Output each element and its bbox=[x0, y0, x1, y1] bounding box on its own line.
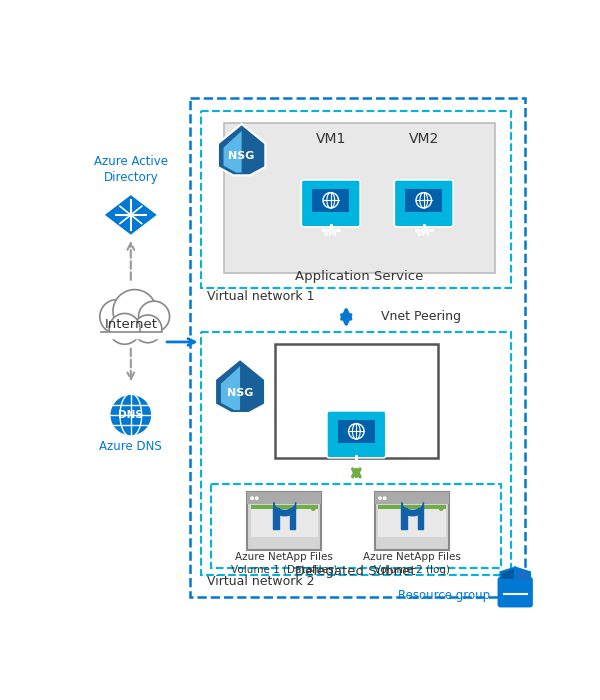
Bar bbox=[379, 505, 446, 509]
Bar bbox=[202, 111, 511, 288]
Polygon shape bbox=[515, 568, 530, 580]
Polygon shape bbox=[103, 193, 159, 237]
Bar bbox=[376, 493, 449, 504]
Circle shape bbox=[378, 496, 382, 500]
Bar bbox=[405, 189, 442, 212]
Text: Resource group: Resource group bbox=[398, 589, 490, 602]
Text: Delegated Subnet: Delegated Subnet bbox=[295, 566, 416, 578]
Circle shape bbox=[139, 301, 170, 332]
Text: Azure DNS: Azure DNS bbox=[100, 440, 162, 453]
FancyBboxPatch shape bbox=[327, 411, 386, 458]
Circle shape bbox=[255, 496, 259, 500]
Bar bbox=[376, 493, 449, 550]
Circle shape bbox=[100, 300, 134, 333]
Text: Virtual network 1: Virtual network 1 bbox=[207, 290, 314, 303]
FancyBboxPatch shape bbox=[499, 578, 532, 606]
Text: VM: VM bbox=[349, 461, 364, 469]
Circle shape bbox=[439, 506, 443, 511]
Circle shape bbox=[250, 496, 254, 500]
Bar bbox=[251, 505, 318, 509]
Circle shape bbox=[109, 393, 152, 437]
Circle shape bbox=[109, 314, 140, 344]
Bar bbox=[224, 122, 495, 272]
Circle shape bbox=[113, 290, 157, 332]
Polygon shape bbox=[218, 124, 265, 175]
Text: VM1: VM1 bbox=[316, 132, 346, 146]
Bar bbox=[247, 493, 321, 504]
Text: VM: VM bbox=[416, 230, 431, 238]
Polygon shape bbox=[500, 568, 515, 580]
Text: Azure NetApp Files
Volume 2 (log): Azure NetApp Files Volume 2 (log) bbox=[363, 552, 461, 575]
Text: Virtual network 2: Virtual network 2 bbox=[207, 575, 314, 588]
Text: VM2: VM2 bbox=[409, 132, 439, 146]
Bar bbox=[190, 98, 524, 597]
Bar bbox=[338, 420, 375, 443]
Bar bbox=[275, 344, 438, 458]
Circle shape bbox=[383, 496, 386, 500]
FancyBboxPatch shape bbox=[301, 180, 360, 227]
FancyBboxPatch shape bbox=[394, 180, 453, 227]
Text: NSG: NSG bbox=[229, 151, 255, 162]
Text: Azure Active
Directory: Azure Active Directory bbox=[94, 155, 168, 184]
Bar bbox=[211, 484, 501, 568]
Bar bbox=[251, 505, 318, 537]
Bar bbox=[379, 505, 446, 537]
Text: VM: VM bbox=[323, 230, 338, 238]
Bar bbox=[312, 189, 349, 212]
Circle shape bbox=[311, 506, 316, 511]
Text: Vnet Peering: Vnet Peering bbox=[381, 310, 461, 323]
Circle shape bbox=[134, 315, 162, 343]
Text: Oracle
Database VM: Oracle Database VM bbox=[310, 355, 403, 387]
Text: DNS: DNS bbox=[118, 410, 143, 420]
Polygon shape bbox=[221, 366, 240, 410]
Text: Internet: Internet bbox=[104, 318, 157, 330]
Polygon shape bbox=[223, 131, 242, 172]
Bar bbox=[247, 493, 321, 550]
Text: Azure NetApp Files
Volume 1 (Datafiles): Azure NetApp Files Volume 1 (Datafiles) bbox=[231, 552, 337, 575]
Text: NSG: NSG bbox=[227, 388, 253, 398]
Bar bbox=[202, 332, 511, 575]
Polygon shape bbox=[215, 359, 265, 413]
Text: Application Service: Application Service bbox=[295, 270, 424, 284]
